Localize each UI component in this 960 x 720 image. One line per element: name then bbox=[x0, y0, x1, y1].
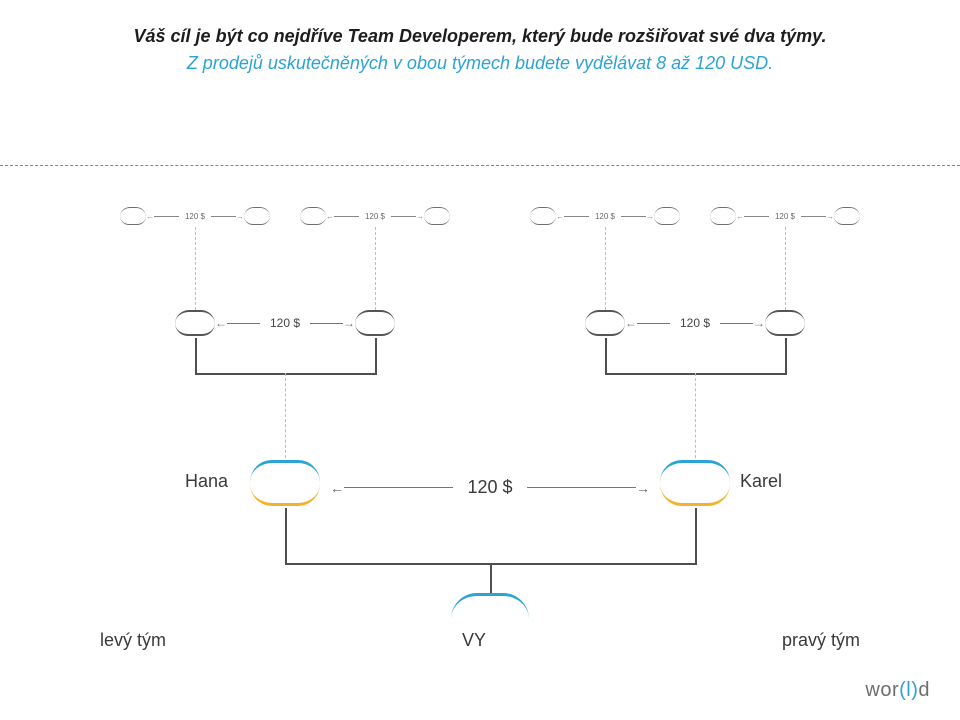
tier1-node bbox=[530, 207, 556, 225]
footer-labels: levý tým VY pravý tým bbox=[0, 630, 960, 651]
tier1-node bbox=[300, 207, 326, 225]
heading-line1: Váš cíl je být co nejdříve Team Develope… bbox=[0, 26, 960, 47]
dashed-connector bbox=[285, 373, 286, 458]
dashed-connector bbox=[375, 227, 376, 310]
tier3-left-name: Hana bbox=[185, 471, 228, 492]
tier1-label: 120 $ bbox=[365, 212, 385, 221]
tier2-cluster: ← 120 $ → bbox=[175, 310, 395, 336]
tier3-center-label: 120 $ bbox=[467, 477, 512, 498]
tier2-cluster: ← 120 $ → bbox=[585, 310, 805, 336]
bracket-v bbox=[285, 508, 287, 563]
bracket-h bbox=[605, 373, 787, 375]
brand-logo: wor(l)d bbox=[865, 679, 930, 702]
tier2-node bbox=[585, 310, 625, 336]
tier2-label: 120 $ bbox=[270, 316, 300, 330]
bracket-v bbox=[605, 338, 607, 373]
arrow-right-icon: → bbox=[753, 316, 765, 330]
arrow-right-icon: → bbox=[236, 212, 244, 221]
tier1-cluster: ← 120 $ → bbox=[120, 207, 270, 225]
tier1-label: 120 $ bbox=[185, 212, 205, 221]
tier1-node bbox=[424, 207, 450, 225]
dashed-connector bbox=[605, 227, 606, 310]
bracket-stem bbox=[490, 563, 492, 593]
bracket-h bbox=[195, 373, 377, 375]
arrow-right-icon: → bbox=[343, 316, 355, 330]
bracket-v bbox=[375, 338, 377, 373]
arrow-right-icon: → bbox=[646, 212, 654, 221]
tier1-cluster: ← 120 $ → bbox=[710, 207, 860, 225]
arrow-left-icon: ← bbox=[215, 316, 227, 330]
bracket-v bbox=[195, 338, 197, 373]
tier1-node bbox=[244, 207, 270, 225]
arrow-right-icon: → bbox=[826, 212, 834, 221]
arrow-left-icon: ← bbox=[146, 212, 154, 221]
footer-right: pravý tým bbox=[782, 630, 860, 651]
tier3-node-left bbox=[250, 460, 320, 506]
tree-diagram: ← 120 $ → ← 120 $ → ← 120 $ → ← 120 $ → bbox=[0, 195, 960, 615]
tier1-cluster: ← 120 $ → bbox=[530, 207, 680, 225]
tier1-node bbox=[654, 207, 680, 225]
tier3-right-name: Karel bbox=[740, 471, 782, 492]
bracket-v bbox=[785, 338, 787, 373]
arrow-left-icon: ← bbox=[330, 480, 344, 496]
bracket-v bbox=[695, 508, 697, 563]
arrow-left-icon: ← bbox=[625, 316, 637, 330]
dashed-connector bbox=[785, 227, 786, 310]
tier1-node bbox=[834, 207, 860, 225]
tier1-label: 120 $ bbox=[775, 212, 795, 221]
logo-pre: wor bbox=[865, 679, 899, 701]
tier2-node bbox=[355, 310, 395, 336]
tier3-node-right bbox=[660, 460, 730, 506]
tier1-node bbox=[710, 207, 736, 225]
header: Váš cíl je být co nejdříve Team Develope… bbox=[0, 26, 960, 74]
arrow-left-icon: ← bbox=[556, 212, 564, 221]
dashed-connector bbox=[195, 227, 196, 310]
logo-mid: (l) bbox=[899, 679, 918, 701]
arrow-right-icon: → bbox=[636, 480, 650, 496]
dashed-divider bbox=[0, 165, 960, 166]
tier2-node bbox=[175, 310, 215, 336]
dashed-connector bbox=[695, 373, 696, 458]
footer-left: levý tým bbox=[100, 630, 166, 651]
footer-center: VY bbox=[462, 630, 486, 651]
tier2-node bbox=[765, 310, 805, 336]
tier1-cluster: ← 120 $ → bbox=[300, 207, 450, 225]
arrow-right-icon: → bbox=[416, 212, 424, 221]
arrow-left-icon: ← bbox=[736, 212, 744, 221]
logo-post: d bbox=[918, 679, 930, 701]
tier2-label: 120 $ bbox=[680, 316, 710, 330]
heading-line2: Z prodejů uskutečněných v obou týmech bu… bbox=[0, 53, 960, 74]
tier1-node bbox=[120, 207, 146, 225]
tier1-label: 120 $ bbox=[595, 212, 615, 221]
arrow-left-icon: ← bbox=[326, 212, 334, 221]
tier3-center: ← 120 $ → bbox=[330, 477, 650, 498]
root-node bbox=[451, 593, 529, 629]
